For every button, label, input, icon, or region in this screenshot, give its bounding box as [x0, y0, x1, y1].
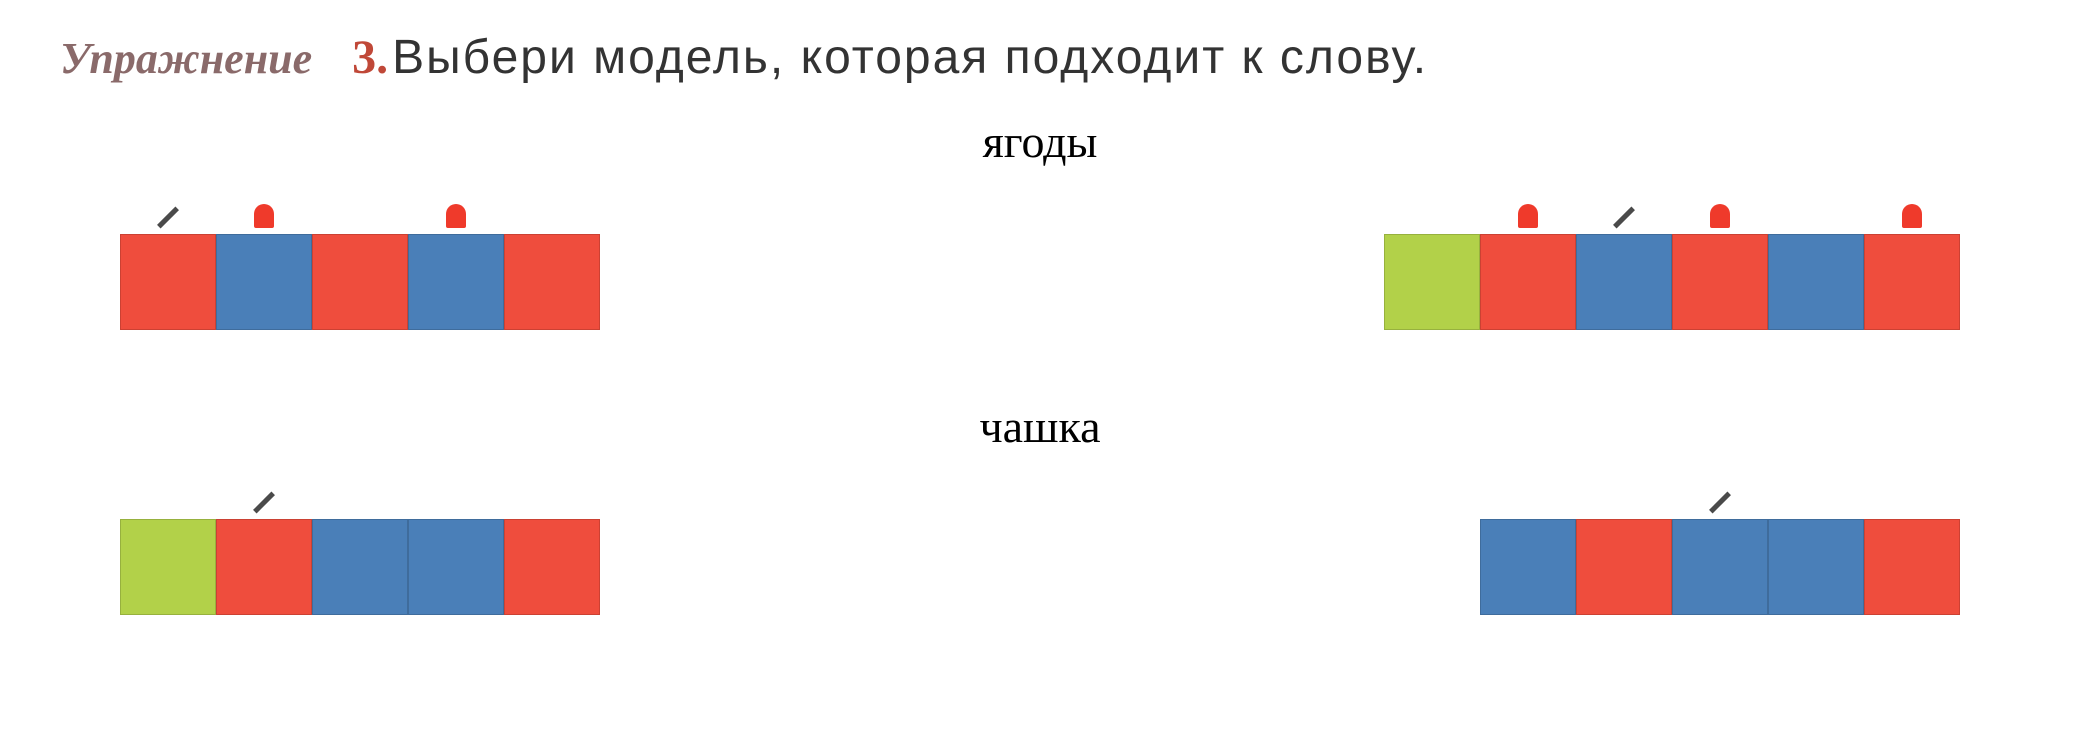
sound-box [1672, 234, 1768, 330]
marker-cell [408, 483, 504, 513]
header-row: Упражнение 3. Выбери модель, которая под… [60, 30, 2020, 85]
word-label: ягоды [983, 115, 1098, 168]
exercise-instruction: Выбери модель, которая подходит к слову. [392, 31, 1428, 84]
sound-box [504, 519, 600, 615]
marker-cell [1384, 198, 1480, 228]
boxes-row [120, 234, 600, 330]
exercise-label: Упражнение [60, 33, 312, 84]
marker-cell [1672, 483, 1768, 513]
sound-box [312, 234, 408, 330]
stress-mark-icon [157, 207, 179, 229]
marker-cell [504, 483, 600, 513]
marker-cell [312, 198, 408, 228]
sound-box [1768, 234, 1864, 330]
word-section: ягоды [60, 115, 2020, 370]
marker-cell [120, 483, 216, 513]
sound-box [1576, 519, 1672, 615]
sound-box [216, 519, 312, 615]
stress-mark-icon [253, 492, 275, 514]
sound-box [120, 519, 216, 615]
bell-icon [1710, 204, 1730, 228]
marker-cell [1480, 198, 1576, 228]
boxes-row [1384, 234, 1960, 330]
sound-box [120, 234, 216, 330]
sound-box [504, 234, 600, 330]
stress-mark-icon [1613, 207, 1635, 229]
word-section: чашка [60, 400, 2020, 655]
marker-cell [1576, 483, 1672, 513]
boxes-row [120, 519, 600, 615]
sound-box [312, 519, 408, 615]
marker-cell [1672, 198, 1768, 228]
bell-icon [446, 204, 466, 228]
marker-cell [408, 198, 504, 228]
stress-mark-icon [1709, 492, 1731, 514]
marker-cell [1864, 198, 1960, 228]
marker-cell [1576, 198, 1672, 228]
instruction-wrap: 3. Выбери модель, которая подходит к сло… [352, 30, 1428, 85]
models-row [60, 483, 2020, 615]
sound-box [1672, 519, 1768, 615]
marker-cell [1864, 483, 1960, 513]
marker-cell [1768, 198, 1864, 228]
marker-cell [1480, 483, 1576, 513]
sound-box [408, 519, 504, 615]
exercise-number: 3. [352, 31, 388, 84]
marker-cell [216, 483, 312, 513]
sound-box [1864, 519, 1960, 615]
markers-row [1384, 198, 1960, 228]
sound-box [1864, 234, 1960, 330]
sound-box [1768, 519, 1864, 615]
marker-cell [312, 483, 408, 513]
boxes-row [1480, 519, 1960, 615]
sound-model [1384, 198, 1960, 330]
bell-icon [1902, 204, 1922, 228]
marker-cell [504, 198, 600, 228]
markers-row [1480, 483, 1960, 513]
sound-model [120, 483, 600, 615]
sections-container: ягоды чашка [60, 115, 2020, 655]
sound-box [408, 234, 504, 330]
marker-cell [216, 198, 312, 228]
marker-cell [1768, 483, 1864, 513]
sound-box [216, 234, 312, 330]
sound-box [1576, 234, 1672, 330]
sound-model [120, 198, 600, 330]
sound-box [1480, 519, 1576, 615]
markers-row [120, 198, 600, 228]
sound-model [1480, 483, 1960, 615]
sound-box [1384, 234, 1480, 330]
models-row [60, 198, 2020, 330]
bell-icon [254, 204, 274, 228]
marker-cell [120, 198, 216, 228]
sound-box [1480, 234, 1576, 330]
markers-row [120, 483, 600, 513]
bell-icon [1518, 204, 1538, 228]
word-label: чашка [979, 400, 1100, 453]
